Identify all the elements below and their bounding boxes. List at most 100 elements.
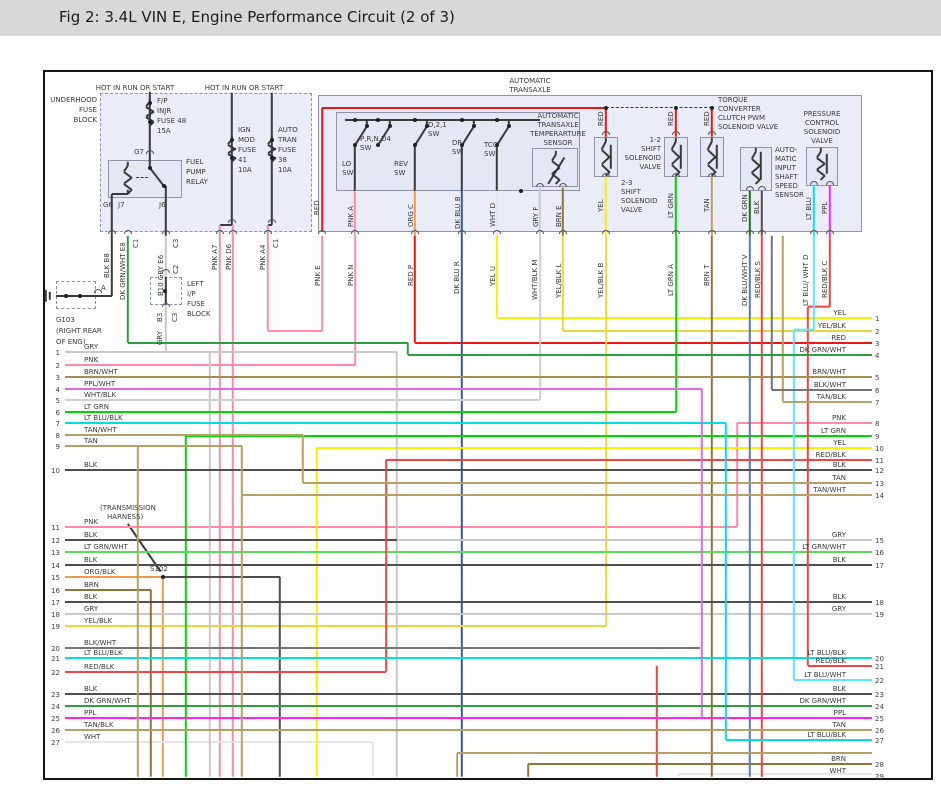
row-label: PPL [833,709,846,717]
row-label: GRY [831,605,846,613]
diagram-label: 41 [238,156,247,164]
wire-segment [165,185,167,236]
connector-arc [602,173,610,177]
row-label: LT BLU/BLK [84,649,123,657]
wire-segment [813,184,815,236]
wire-segment [185,435,187,777]
wire-segment [65,551,872,553]
diagram-label: C2 [172,264,180,274]
wire-segment [701,388,703,718]
connector-arc [826,181,834,185]
diagram-label: 10A [238,166,252,174]
wire-segment [497,317,872,319]
connector-arc [672,173,680,177]
diagram-label: PRESSURE [803,110,841,118]
diagram-label: CONVERTER [718,105,761,113]
diagram-label: HOT IN RUN OR START [95,84,175,92]
wire-segment [826,153,828,174]
row-label: BRN [84,581,99,589]
wire-segment [65,717,872,719]
diagram-label: TRANSAXLE [537,121,579,129]
row-number: 19 [51,623,60,631]
wire-segment [737,422,872,424]
junction-dot [162,184,166,188]
connector-arc [536,230,544,234]
diagram-label: F/P [157,97,168,105]
wire-segment [321,107,323,232]
diagram-label: ORG C [407,204,415,227]
wire-segment [65,657,872,659]
wire-segment [736,422,738,527]
wire-segment [150,589,152,777]
row-number: 12 [51,537,60,545]
row-label: BRN/WHT [812,368,846,376]
wire-segment [65,564,872,566]
diagram-label: OF ENG) [56,338,86,346]
row-number: 26 [875,727,884,735]
row-label: YEL [833,309,846,317]
row-label: PNK [831,414,846,422]
diagram-label: TEMPERARTURE [530,130,586,138]
row-label: LT GRN [84,403,109,411]
row-label: LT BLU/BLK [807,731,846,739]
row-number: 27 [51,739,60,747]
wire-segment [65,539,397,541]
junction-dot [460,118,464,122]
row-label: RED/BLK [815,657,846,665]
connector-arc [458,230,466,234]
wire-segment [408,354,872,356]
row-number: 6 [55,409,60,417]
wire-segment [656,665,658,777]
diagram-label: A [101,284,106,292]
wire-segment [65,647,700,649]
wire-segment [65,625,606,627]
wire-segment [65,434,303,436]
diagram-label: C3 [171,312,179,322]
row-number: 5 [875,374,880,382]
row-label: BLK [832,556,846,564]
junction-dot [674,106,678,110]
diagram-label: 38 [278,156,287,164]
junction-dot [148,101,152,105]
row-number: 25 [875,715,884,723]
diagram-label: SHAFT [775,173,798,181]
junction-dot [163,289,167,293]
diagram-label: B3 [156,312,164,322]
wire-segment [386,459,872,461]
row-label: WHT [829,767,846,775]
wire-segment [496,144,498,191]
wire-segment [56,295,112,297]
diagram-label: 1-2 [649,136,661,144]
diagram-label: C3 [172,238,180,248]
diagram-label: WHT D [489,202,497,227]
diagram-label: VALVE [811,137,833,145]
junction-dot [353,118,357,122]
connector-arc [672,131,680,135]
diagram-label: BRN T [703,264,711,286]
wire-segment [268,330,322,332]
row-number: 24 [51,703,60,711]
diagram-label: SW [484,150,496,158]
diagram-label: UNDERHOOD [50,96,97,104]
wire-segment [65,601,872,603]
row-label: WHT [84,733,101,741]
wire-segment [761,235,763,777]
row-label: TAN/WHT [84,426,117,434]
row-label: TAN/BLK [816,393,846,401]
row-number: 17 [875,562,884,570]
wire-segment [808,306,830,308]
row-label: DK GRN/WHT [799,346,846,354]
connector-arc [264,230,272,234]
diagram-label: RED P [407,264,415,286]
junction-dot [376,143,380,147]
row-number: 22 [875,677,884,685]
diagram-label: DK BLU R [453,261,461,294]
row-label: TAN/WHT [813,486,846,494]
diagram-label: AUTO [278,126,298,134]
row-label: BLK [84,556,98,564]
diagram-label: FUEL [186,158,204,166]
diagram-label: SENSOR [775,191,804,199]
junction-dot [230,156,234,160]
wire-segment [65,693,872,695]
